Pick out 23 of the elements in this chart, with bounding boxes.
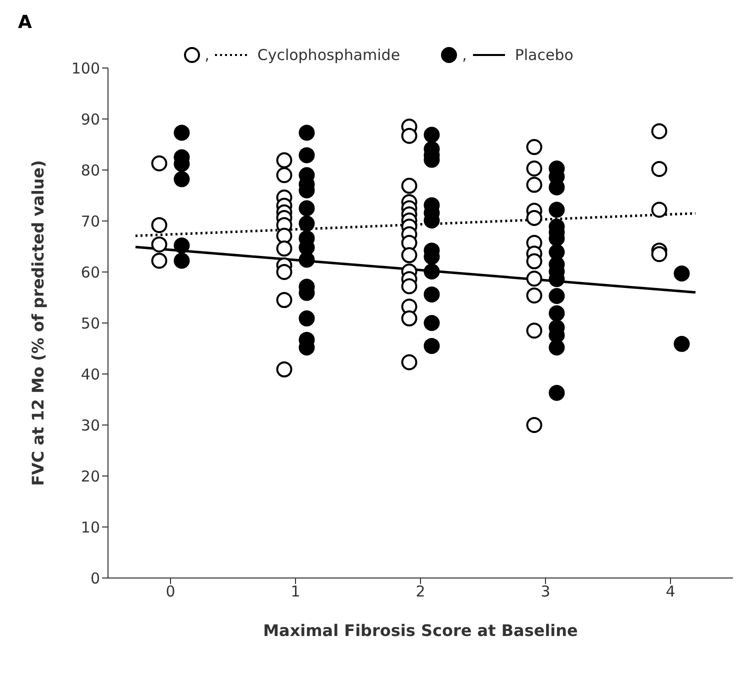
x-tick-label: 2 [416, 582, 426, 601]
y-tick-label: 40 [80, 365, 100, 384]
x-tick-label: 1 [290, 582, 300, 601]
legend-label: Cyclophosphamide [257, 46, 400, 64]
x-axis-title: Maximal Fibrosis Score at Baseline [263, 621, 578, 640]
y-tick-label: 50 [80, 314, 100, 332]
y-tick-label: 0 [90, 569, 100, 588]
y-tick-label: 100 [71, 59, 100, 78]
chart-title: A [18, 12, 32, 33]
text: , [204, 46, 210, 64]
y-tick-label: 60 [80, 263, 100, 282]
x-tick-label: 4 [666, 582, 676, 601]
y-tick-label: 80 [80, 161, 100, 180]
y-tick-label: 20 [80, 467, 100, 486]
y-tick-label: 10 [80, 518, 100, 536]
y-tick-label: 90 [80, 110, 100, 128]
y-tick-label: 70 [80, 212, 100, 230]
text: , [462, 46, 467, 64]
y-axis-title: FVC at 12 Mo (% of predicted value) [28, 160, 48, 486]
legend-label: Placebo [514, 46, 574, 64]
x-tick-label: 0 [166, 582, 176, 601]
x-tick-label: 3 [540, 582, 550, 601]
y-tick-label: 30 [80, 416, 100, 434]
